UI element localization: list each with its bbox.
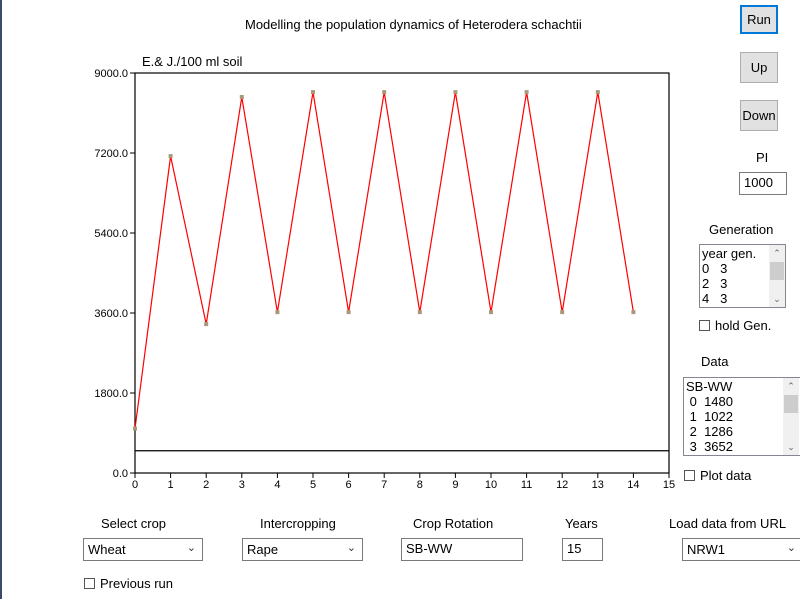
plot-data-checkbox[interactable]: Plot data [684,468,751,483]
x-tick-label: 5 [310,479,316,491]
data-point [133,426,137,431]
y-tick-label: 1800.0 [94,388,128,400]
down-button[interactable]: Down [740,100,778,131]
data-point [524,90,529,95]
years-input[interactable]: 15 [562,538,603,561]
x-tick-label: 1 [168,479,174,491]
previous-run-label: Previous run [100,576,173,591]
list-item[interactable]: SB-WW [686,379,733,394]
list-item[interactable]: 1 1022 [686,409,733,424]
load-url-dropdown[interactable]: NRW1 ⌄ [682,538,800,561]
data-point [382,90,387,95]
data-point [346,310,351,315]
x-tick-label: 14 [627,479,639,491]
x-tick-label: 4 [274,479,280,491]
years-label: Years [565,516,598,531]
data-point [631,310,636,315]
data-scrollbar[interactable]: ⌃ ⌄ [783,378,799,455]
select-crop-dropdown[interactable]: Wheat ⌄ [83,538,203,561]
list-item[interactable]: 2 3 [702,276,728,291]
hold-gen-label: hold Gen. [715,318,772,333]
data-point [560,310,565,315]
data-point [168,154,173,159]
intercropping-label: Intercropping [260,516,336,531]
generation-label: Generation [709,222,774,237]
x-tick-label: 8 [417,479,423,491]
data-point [311,90,315,95]
list-item[interactable]: 0 3 [702,261,728,276]
intercropping-dropdown[interactable]: Rape ⌄ [242,538,363,561]
population-chart: 0 1 2 3 4 5 6 7 8 9 10 11 12 13 14 150.01800.03600.0540… [94,68,675,491]
x-tick-label: 15 [663,479,675,491]
y-tick-label: 5400.0 [94,228,128,240]
y-tick-label: 0.0 [113,468,128,480]
pi-label: PI [756,150,769,165]
y-axis-label: E.& J./100 ml soil [142,54,243,69]
list-item[interactable]: year gen. [702,246,757,261]
list-item[interactable]: 0 1480 [686,394,733,409]
x-tick-label: 9 [452,479,458,491]
up-button[interactable]: Up [740,52,778,83]
x-tick-label: 11 [521,479,532,491]
x-tick-label: 10 [485,479,497,491]
plot-data-label: Plot data [700,468,752,483]
data-list[interactable]: SB-WW 0 1480 1 1022 2 1286 3 3652 ⌃ ⌄ [683,377,800,456]
scroll-up-icon[interactable]: ⌃ [787,381,795,391]
data-point [275,310,280,315]
population-line [134,92,634,429]
data-point [595,90,600,95]
y-tick-label: 7200.0 [94,148,128,160]
chart-title: Modelling the population dynamics of Het… [245,17,582,32]
data-label: Data [701,354,729,369]
x-tick-label: 0 [132,479,138,491]
x-tick-label: 7 [381,479,387,491]
load-url-value: NRW1 [687,542,726,557]
data-point [204,322,209,327]
chevron-down-icon: ⌄ [186,542,196,554]
data-point [489,310,493,315]
intercropping-value: Rape [247,542,279,557]
chevron-down-icon: ⌄ [786,542,796,554]
crop-rotation-input[interactable]: SB-WW [401,538,523,561]
x-tick-label: 13 [592,479,604,491]
select-crop-label: Select crop [101,516,167,531]
x-tick-label: 3 [239,479,245,491]
previous-run-checkbox[interactable]: Previous run [84,576,173,591]
data-point [417,310,422,315]
hold-gen-checkbox[interactable]: hold Gen. [699,318,771,333]
x-tick-label: 6 [346,479,352,491]
scroll-down-icon[interactable]: ⌄ [787,442,795,452]
select-crop-value: Wheat [88,542,126,557]
data-point [239,95,244,99]
load-url-label: Load data from URL [669,516,787,531]
list-item[interactable]: 3 3652 [686,439,733,454]
data-point [453,90,458,95]
list-item[interactable]: 4 3 [702,291,728,306]
list-item[interactable]: 2 1286 [686,424,733,439]
pi-input[interactable]: 1000 [739,172,787,195]
x-tick-label: 12 [556,479,568,491]
scroll-up-icon[interactable]: ⌃ [773,248,781,258]
run-button[interactable]: Run [740,5,778,34]
y-tick-label: 9000.0 [94,68,128,80]
chevron-down-icon: ⌄ [346,542,356,554]
x-tick-label: 2 [203,479,209,491]
crop-rotation-label: Crop Rotation [413,516,494,531]
y-tick-label: 3600.0 [94,308,128,320]
plot-frame [134,72,670,474]
generation-scrollbar[interactable]: ⌃ ⌄ [769,245,785,307]
scroll-down-icon[interactable]: ⌄ [773,294,781,304]
